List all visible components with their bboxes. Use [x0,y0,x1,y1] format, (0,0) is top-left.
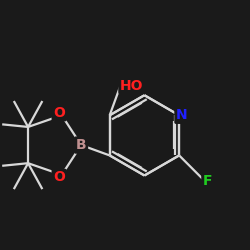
Text: O: O [53,106,65,120]
Text: B: B [76,138,86,152]
Text: HO: HO [120,78,144,92]
Text: O: O [53,170,65,184]
Text: F: F [203,174,212,188]
Text: N: N [176,108,188,122]
